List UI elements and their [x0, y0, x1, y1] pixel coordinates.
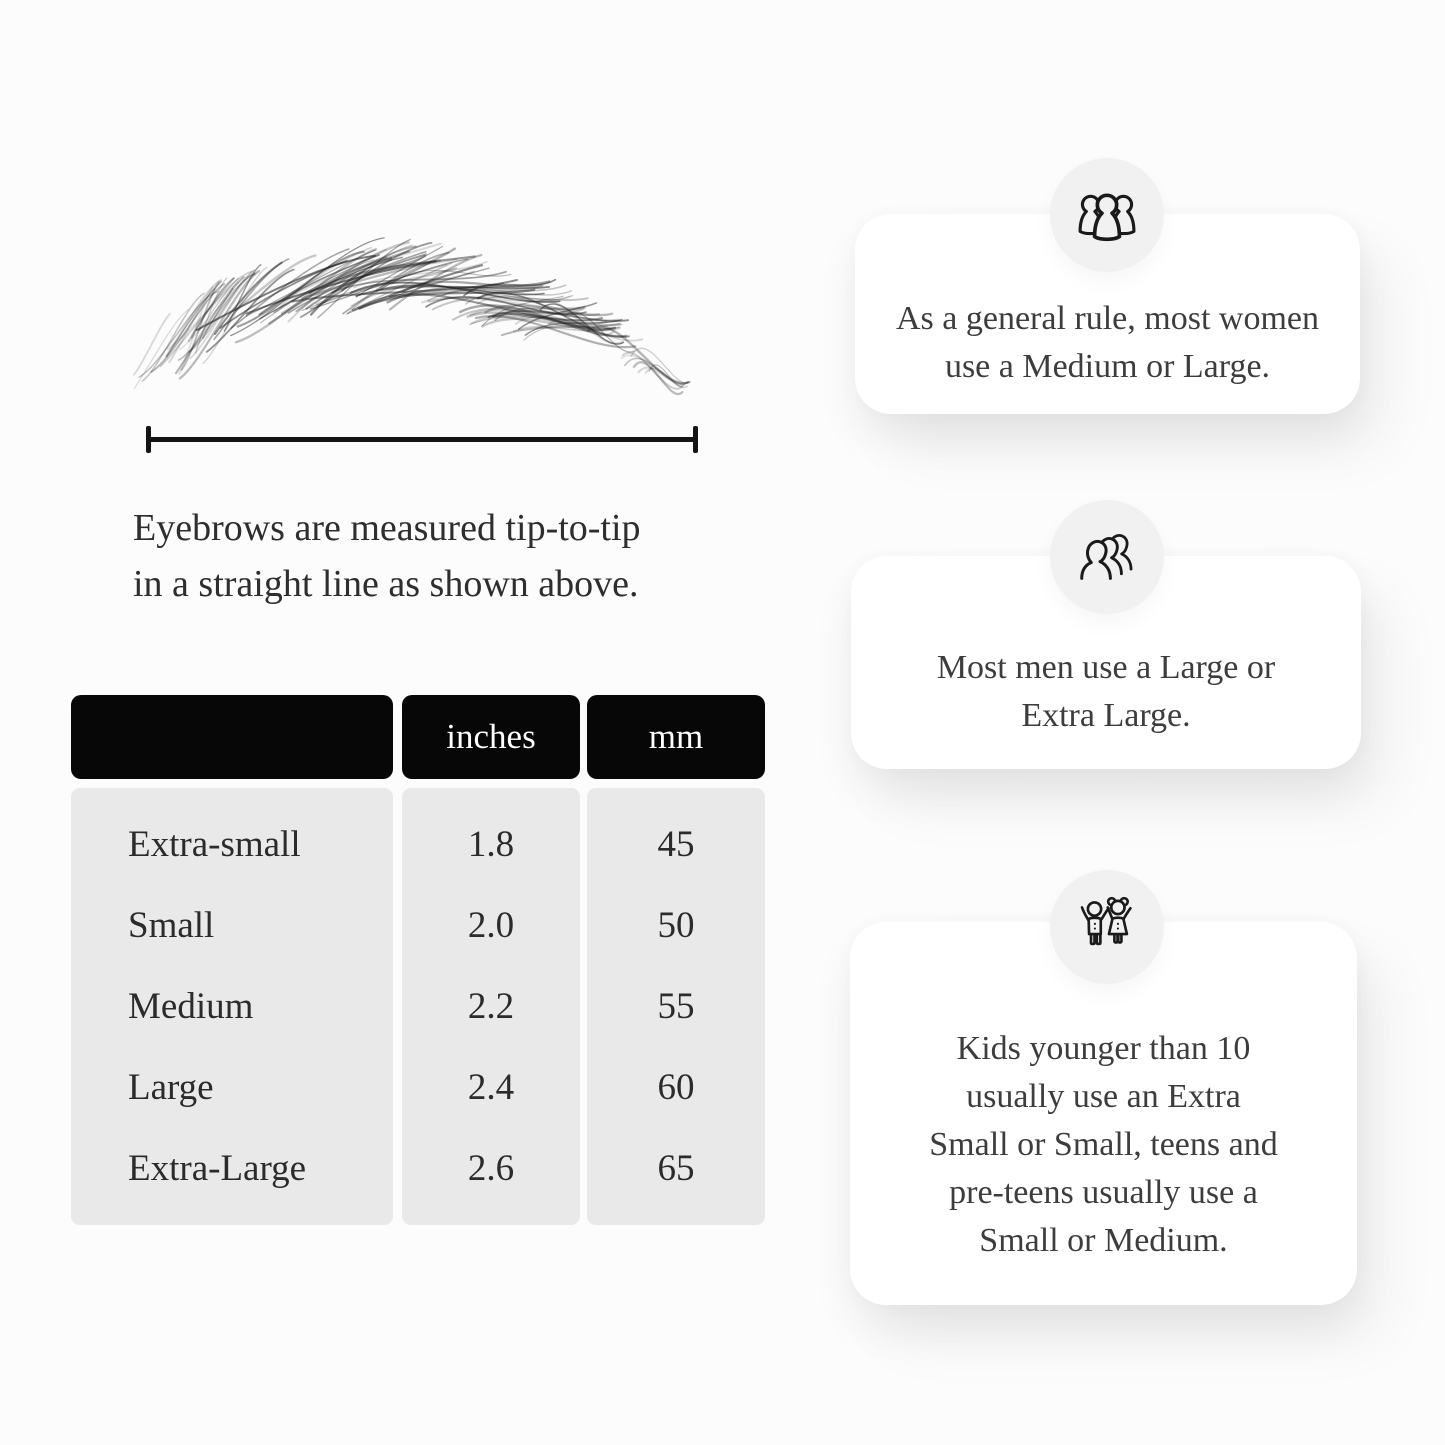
caption-line-2: in a straight line as shown above.: [133, 563, 639, 605]
table-cell-inches: 1.8: [467, 824, 515, 865]
measurement-bar: [151, 437, 693, 442]
kids-icon: [1080, 896, 1132, 946]
table-header-inches: inches: [402, 695, 580, 779]
measurement-caption: Eyebrows are measured tip-to-tip in a st…: [133, 500, 773, 612]
info-card-men-line-1: Most men use a Large or: [936, 648, 1276, 686]
table-header-size: [71, 695, 393, 779]
table-header-mm: mm: [587, 695, 765, 779]
measurement-line: [146, 426, 698, 453]
table-cell-mm: 55: [657, 986, 695, 1027]
info-card-kids-line-2: usually use an Extra: [966, 1077, 1241, 1115]
men-icon-badge: [1050, 500, 1164, 614]
table-cell-inches: 2.4: [467, 1067, 515, 1108]
table-column-inches: 1.8 2.0 2.2 2.4 2.6: [402, 788, 580, 1225]
table-cell-mm: 45: [657, 824, 695, 865]
table-cell-size: Small: [128, 905, 215, 946]
info-card-women: As a general rule, most women use a Medi…: [855, 214, 1360, 414]
info-card-kids-line-4: pre-teens usually use a: [949, 1173, 1258, 1211]
table-cell-inches: 2.0: [467, 905, 515, 946]
table-cell-size: Extra-Large: [128, 1148, 307, 1189]
table-cell-size: Medium: [128, 986, 254, 1027]
table-column-size: Extra-small Small Medium Large Extra-Lar…: [71, 788, 393, 1225]
measurement-end-tick-left: [146, 426, 151, 453]
kids-icon-badge: [1050, 870, 1164, 984]
info-card-kids-line-5: Small or Medium.: [979, 1221, 1228, 1259]
eyebrow-sketch: [132, 237, 691, 396]
table-cell-size: Extra-small: [128, 824, 301, 865]
info-card-men: Most men use a Large or Extra Large.: [851, 556, 1361, 769]
caption-line-1: Eyebrows are measured tip-to-tip: [133, 507, 641, 549]
table-cell-size: Large: [128, 1067, 214, 1108]
info-card-men-line-2: Extra Large.: [1021, 696, 1191, 734]
table-cell-inches: 2.6: [467, 1148, 515, 1189]
info-card-women-line-1: As a general rule, most women: [896, 300, 1319, 337]
women-icon-badge: [1050, 158, 1164, 272]
men-group-icon: [1080, 534, 1133, 580]
women-group-icon: [1078, 193, 1136, 242]
table-column-mm: 45 50 55 60 65: [587, 788, 765, 1225]
info-card-kids-line-1: Kids younger than 10: [956, 1029, 1251, 1067]
info-card-women-line-2: use a Medium or Large.: [944, 348, 1271, 385]
info-card-kids-line-3: Small or Small, teens and: [929, 1125, 1278, 1163]
table-cell-inches: 2.2: [467, 986, 515, 1027]
table-cell-mm: 65: [657, 1148, 695, 1189]
table-header-mm-label: mm: [648, 717, 704, 756]
eyebrow-illustration: [115, 228, 700, 410]
table-cell-mm: 50: [657, 905, 695, 946]
measurement-end-tick-right: [693, 426, 698, 453]
table-cell-mm: 60: [657, 1067, 695, 1108]
info-card-kids: Kids younger than 10 usually use an Extr…: [850, 922, 1357, 1305]
table-header-inches-label: inches: [446, 717, 536, 756]
